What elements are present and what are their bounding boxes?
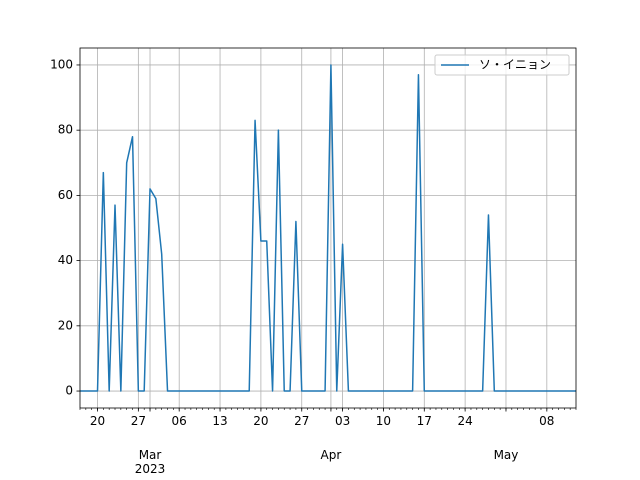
line bbox=[80, 64, 576, 392]
y-tick-label: 0 bbox=[65, 384, 73, 398]
x-tick-label: May bbox=[493, 448, 519, 462]
y-tick-label: 20 bbox=[58, 318, 73, 332]
x-tick-label: 08 bbox=[539, 414, 555, 428]
y-tick-label: 100 bbox=[50, 57, 73, 71]
x-tick-label: Apr bbox=[320, 448, 342, 462]
x-tick-label: 13 bbox=[212, 414, 228, 428]
x-tick-label: 06 bbox=[171, 414, 187, 428]
x-tick-label: 03 bbox=[334, 414, 351, 428]
y-tick-label: 60 bbox=[58, 188, 73, 202]
x-tick-label: 17 bbox=[416, 414, 432, 428]
x-tick-label: 20 bbox=[253, 414, 269, 428]
plot-frame bbox=[79, 47, 577, 409]
y-tick-label: 40 bbox=[58, 253, 73, 267]
y-tick-label: 80 bbox=[58, 123, 73, 137]
x-tick-label: 10 bbox=[375, 414, 392, 428]
x-tick-label: Mar 2023 bbox=[134, 448, 166, 476]
legend-label: ソ・イニョン bbox=[479, 58, 551, 72]
x-tick-label: 20 bbox=[89, 414, 106, 428]
legend-box bbox=[434, 54, 570, 76]
x-tick-label: 27 bbox=[294, 414, 310, 428]
x-tick-label: 24 bbox=[457, 414, 473, 428]
x-tick-label: 27 bbox=[130, 414, 146, 428]
